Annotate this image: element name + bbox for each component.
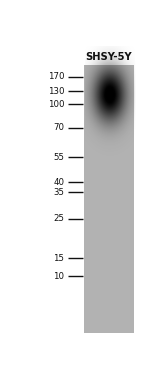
Text: 40: 40 xyxy=(53,178,64,187)
Text: 25: 25 xyxy=(53,214,64,223)
Text: 35: 35 xyxy=(53,188,64,197)
Text: 55: 55 xyxy=(53,153,64,162)
Text: 170: 170 xyxy=(48,72,64,81)
Text: 10: 10 xyxy=(53,272,64,280)
Text: 70: 70 xyxy=(53,123,64,132)
Bar xyxy=(84,65,134,333)
Text: SHSY-5Y: SHSY-5Y xyxy=(85,53,132,62)
Text: 15: 15 xyxy=(53,254,64,263)
Text: 130: 130 xyxy=(48,87,64,96)
Text: 100: 100 xyxy=(48,100,64,109)
